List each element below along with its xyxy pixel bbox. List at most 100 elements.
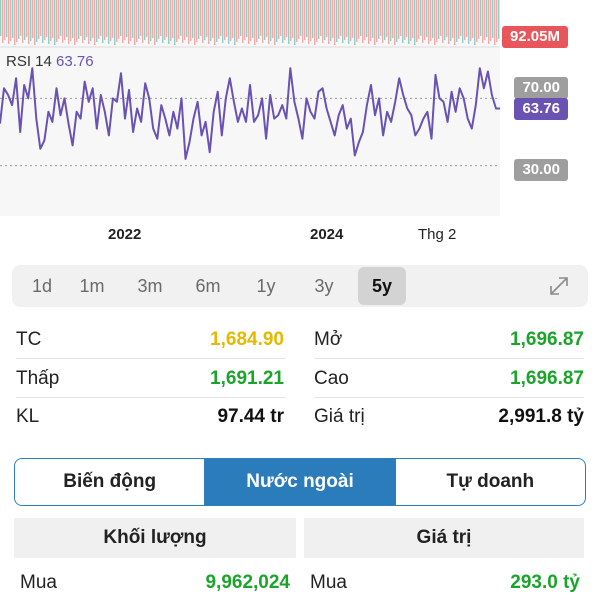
volume-bar <box>346 0 348 37</box>
volume-bar <box>22 0 24 43</box>
volume-bar <box>470 0 472 41</box>
volume-bar <box>58 0 60 39</box>
volume-bar <box>240 0 242 36</box>
volume-bar <box>268 0 270 44</box>
tab-nuoc-ngoai[interactable]: Nước ngoài <box>205 459 396 505</box>
tab-tu-doanh[interactable]: Tự doanh <box>446 471 535 492</box>
volume-bar <box>476 0 478 42</box>
volume-bar <box>352 0 354 38</box>
volume-bar <box>330 0 332 41</box>
volume-bar <box>72 0 74 38</box>
range-3m-button[interactable]: 3m <box>137 276 163 296</box>
volume-bar <box>378 0 380 39</box>
volume-bar <box>272 0 274 38</box>
range-1d-button[interactable]: 1d <box>31 276 53 296</box>
volume-bar <box>454 0 456 45</box>
range-1y-button[interactable]: 1y <box>256 276 276 296</box>
volume-bar <box>278 0 280 39</box>
volume-bar <box>60 0 62 36</box>
rsi-current-value: 63.76 <box>56 53 94 70</box>
volume-bar <box>44 0 46 40</box>
volume-bar <box>42 0 44 43</box>
tab-bien-dong[interactable]: Biến động <box>15 459 206 505</box>
volume-bar <box>136 0 138 42</box>
volume-bar <box>128 0 130 44</box>
volume-bars <box>0 0 500 45</box>
volume-bar <box>18 0 20 39</box>
volume-bar <box>290 0 292 41</box>
volume-bar <box>296 0 298 42</box>
x-tick-2022: 2022 <box>108 226 142 243</box>
volume-bar <box>68 0 70 44</box>
divider <box>16 358 286 359</box>
volume-bar <box>302 0 304 43</box>
volume-bar <box>186 0 188 37</box>
volume-bar <box>498 0 500 39</box>
range-1m-button[interactable]: 1m <box>79 276 105 296</box>
volume-bar <box>92 0 94 38</box>
volume-bar <box>78 0 80 39</box>
volume-bar <box>232 0 234 38</box>
volume-bar <box>194 0 196 45</box>
volume-bar <box>140 0 142 36</box>
trading-tabs: Biến động Nước ngoài Tự doanh <box>14 458 586 506</box>
volume-bar <box>32 0 34 38</box>
volume-bar <box>282 0 284 43</box>
volume-bar <box>12 0 14 38</box>
volume-bar <box>400 0 402 36</box>
volume-bar <box>36 0 38 42</box>
volume-bar <box>110 0 112 41</box>
volume-column-header: Khối lượng <box>14 518 296 558</box>
volume-bar <box>172 0 174 38</box>
volume-bar <box>360 0 362 36</box>
volume-bar <box>124 0 126 40</box>
expand-icon[interactable] <box>548 275 570 297</box>
volume-bar <box>380 0 382 36</box>
volume-bar <box>436 0 438 42</box>
volume-bar <box>306 0 308 37</box>
volume-bar <box>212 0 214 38</box>
volume-bar <box>116 0 118 42</box>
range-6m-button[interactable]: 6m <box>195 276 221 296</box>
volume-bar <box>90 0 92 41</box>
volume-bar <box>236 0 238 42</box>
thap-label: Thấp <box>16 368 60 389</box>
cao-value: 1,696.87 <box>510 368 584 389</box>
volume-bar <box>102 0 104 43</box>
volume-bar <box>52 0 54 38</box>
volume-bar <box>442 0 444 43</box>
volume-bar <box>208 0 210 44</box>
volume-bar <box>120 0 122 36</box>
range-5y-button[interactable]: 5y <box>358 267 406 305</box>
volume-bar <box>366 0 368 37</box>
volume-bar <box>368 0 370 44</box>
volume-bar <box>314 0 316 45</box>
volume-bar <box>466 0 468 37</box>
volume-bar <box>246 0 248 37</box>
volume-bar <box>164 0 166 40</box>
volume-bar <box>46 0 48 37</box>
volume-bar <box>190 0 192 41</box>
volume-bar <box>16 0 18 42</box>
volume-bar <box>438 0 440 39</box>
volume-bar <box>108 0 110 44</box>
volume-bar <box>82 0 84 43</box>
volume-bar <box>318 0 320 39</box>
gia-tri-label: Giá trị <box>314 406 365 427</box>
volume-bar <box>410 0 412 41</box>
volume-bar <box>284 0 286 40</box>
volume-bar <box>280 0 282 36</box>
volume-bar <box>20 0 22 36</box>
volume-bar <box>260 0 262 36</box>
volume-bar <box>216 0 218 42</box>
rsi-chart[interactable]: RSI 14 63.76 92.05M 70.00 63.76 30.00 20… <box>0 0 600 250</box>
range-3y-button[interactable]: 3y <box>314 276 334 296</box>
volume-bar <box>456 0 458 42</box>
volume-bar <box>354 0 356 45</box>
volume-bar <box>334 0 336 45</box>
volume-bar <box>480 0 482 36</box>
volume-bar <box>170 0 172 41</box>
volume-bar <box>294 0 296 45</box>
volume-bar <box>76 0 78 42</box>
volume-bar <box>404 0 406 40</box>
